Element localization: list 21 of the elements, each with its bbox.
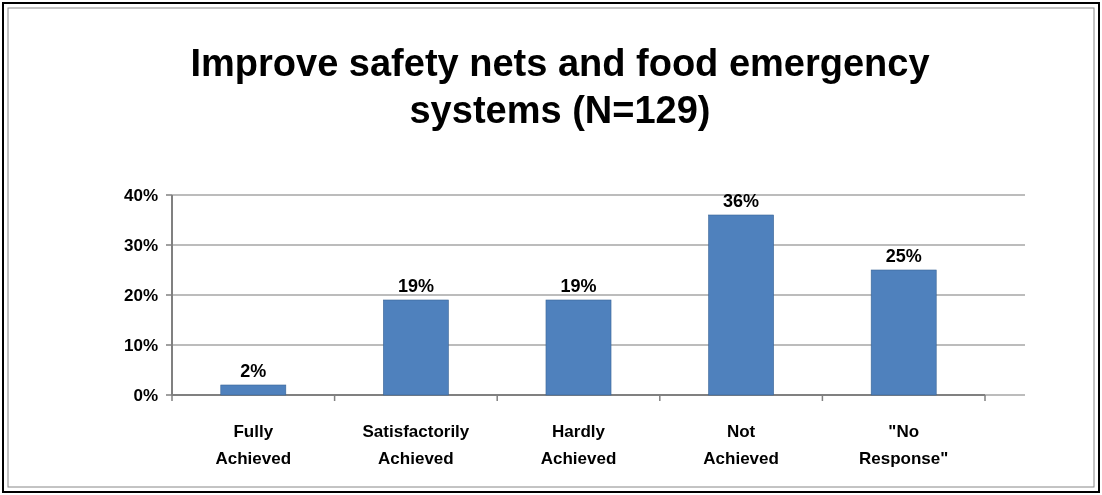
data-label: 36% bbox=[723, 191, 760, 211]
bar bbox=[220, 384, 287, 396]
x-tick-label: Satisfactorily Achieved bbox=[362, 422, 470, 468]
bar bbox=[383, 299, 449, 396]
y-tick-label: 40% bbox=[123, 185, 158, 205]
y-tick-label: 30% bbox=[123, 235, 158, 255]
chart-title: Improve safety nets and food emergency systems (N=129) bbox=[190, 42, 930, 131]
bar bbox=[545, 299, 612, 396]
x-tick-label: Fully Achieved bbox=[215, 422, 292, 468]
data-label: 19% bbox=[560, 276, 597, 296]
bar bbox=[870, 269, 937, 396]
data-label: 2% bbox=[240, 361, 267, 381]
y-tick-label: 0% bbox=[133, 385, 158, 405]
x-tick-label: "No Response" bbox=[859, 422, 949, 468]
y-tick-label: 10% bbox=[123, 335, 158, 355]
data-label: 19% bbox=[397, 276, 434, 296]
x-tick-label: Hardly Achieved bbox=[540, 422, 617, 468]
data-label: 25% bbox=[885, 246, 922, 266]
bar bbox=[708, 214, 774, 396]
y-tick-label: 20% bbox=[123, 285, 158, 305]
x-tick-label: Not Achieved bbox=[703, 422, 779, 468]
